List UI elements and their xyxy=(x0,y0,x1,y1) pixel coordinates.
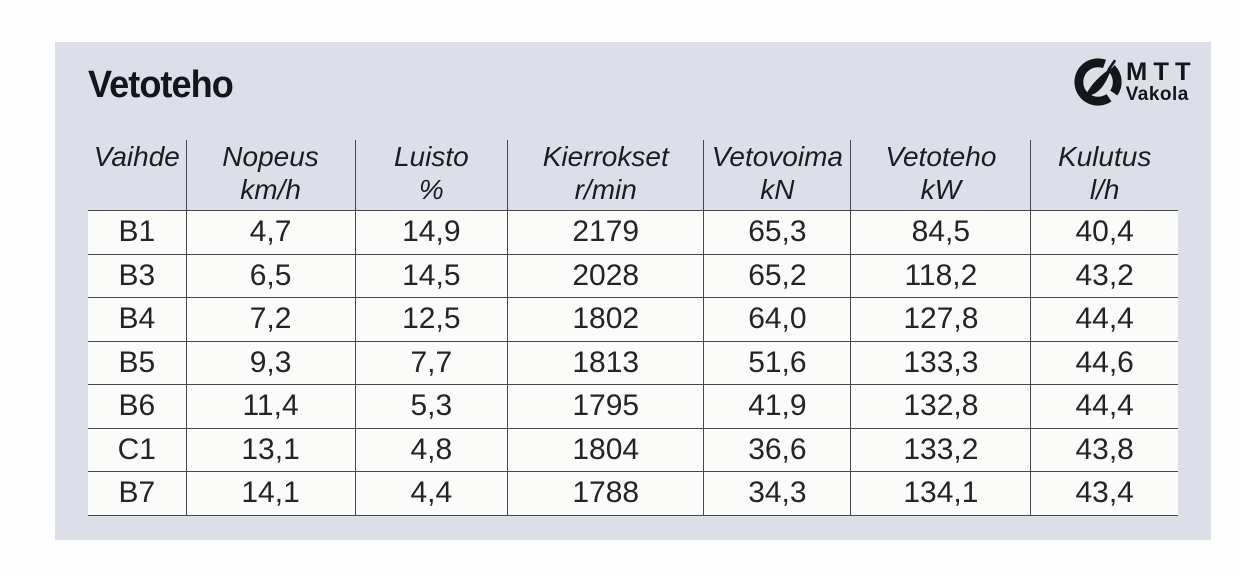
value-cell: 65,2 xyxy=(703,253,852,298)
gear-cell: B5 xyxy=(88,340,187,385)
value-cell: 1802 xyxy=(507,297,705,341)
header-unit: % xyxy=(418,174,444,205)
value-cell: 4,4 xyxy=(355,471,509,516)
column-header-vetoteho: Vetoteho kW xyxy=(850,140,1032,211)
value-cell: 40,4 xyxy=(1030,210,1178,254)
mtt-vakola-logo: MTT Vakola xyxy=(1071,54,1195,110)
header-unit: kN xyxy=(760,174,795,205)
value-cell: 43,4 xyxy=(1030,471,1178,516)
value-cell: 7,2 xyxy=(186,297,356,341)
value-cell: 64,0 xyxy=(703,297,852,341)
value-cell: 5,3 xyxy=(355,384,509,428)
value-cell: 14,5 xyxy=(355,253,509,298)
header-label: Kulutus xyxy=(1057,141,1152,172)
page-title: Vetoteho xyxy=(88,64,234,106)
value-cell: 2179 xyxy=(507,210,705,254)
column-header-nopeus: Nopeus km/h xyxy=(186,140,356,211)
results-table-wrap: Vaihde Nopeus km/h Luisto % Kierrokset r… xyxy=(88,140,1178,516)
gear-cell: B6 xyxy=(88,384,187,428)
header-label: Luisto xyxy=(393,141,469,172)
value-cell: 43,8 xyxy=(1030,427,1178,472)
value-cell: 1804 xyxy=(507,427,705,472)
value-cell: 34,3 xyxy=(703,471,852,516)
value-cell: 1788 xyxy=(507,471,705,516)
value-cell: 43,2 xyxy=(1030,253,1178,298)
logo-unit-text: Vakola xyxy=(1125,84,1189,105)
value-cell: 12,5 xyxy=(355,297,509,341)
value-cell: 1795 xyxy=(507,384,705,428)
logo-text: MTT Vakola xyxy=(1125,58,1197,105)
value-cell: 4,7 xyxy=(186,210,356,254)
value-cell: 7,7 xyxy=(355,340,509,385)
value-cell: 65,3 xyxy=(703,210,852,254)
value-cell: 118,2 xyxy=(850,253,1032,298)
header-label: Kierrokset xyxy=(542,141,669,172)
value-cell: 13,1 xyxy=(186,427,356,472)
value-cell: 44,6 xyxy=(1030,340,1178,385)
column-header-luisto: Luisto % xyxy=(355,140,509,211)
table-row: C1 13,1 4,8 1804 36,6 133,2 43,8 xyxy=(88,427,1178,472)
gear-cell: B3 xyxy=(88,253,187,298)
header-unit: r/min xyxy=(574,174,637,205)
header-unit: l/h xyxy=(1089,174,1120,205)
value-cell: 4,8 xyxy=(355,427,509,472)
gear-cell: B4 xyxy=(88,297,187,341)
value-cell: 127,8 xyxy=(850,297,1032,341)
report-card: Vetoteho MTT Vakola xyxy=(55,42,1211,540)
value-cell: 41,9 xyxy=(703,384,852,428)
value-cell: 11,4 xyxy=(186,384,356,428)
value-cell: 44,4 xyxy=(1030,384,1178,428)
table-body: B1 4,7 14,9 2179 65,3 84,5 40,4 B3 6,5 14,5 2028 65… xyxy=(88,210,1178,516)
column-header-vetovoima: Vetovoima kN xyxy=(703,140,852,211)
table-row: B7 14,1 4,4 1788 34,3 134,1 43,4 xyxy=(88,471,1178,516)
value-cell: 133,2 xyxy=(850,427,1032,472)
value-cell: 6,5 xyxy=(186,253,356,298)
gear-cell: B1 xyxy=(88,210,187,254)
table-row: B3 6,5 14,5 2028 65,2 118,2 43,2 xyxy=(88,253,1178,298)
header-unit: km/h xyxy=(240,174,301,205)
column-header-kulutus: Kulutus l/h xyxy=(1031,140,1178,211)
value-cell: 133,3 xyxy=(850,340,1032,385)
mtt-circle-leaf-icon xyxy=(1071,54,1125,110)
header-label: Vetoteho xyxy=(885,141,997,172)
table-row: B4 7,2 12,5 1802 64,0 127,8 44,4 xyxy=(88,297,1178,341)
header-row: Vaihde Nopeus km/h Luisto % Kierrokset r… xyxy=(88,140,1178,211)
value-cell: 134,1 xyxy=(850,471,1032,516)
value-cell: 1813 xyxy=(507,340,705,385)
table-row: B6 11,4 5,3 1795 41,9 132,8 44,4 xyxy=(88,384,1178,428)
logo-org-text: MTT xyxy=(1125,58,1197,86)
value-cell: 14,9 xyxy=(355,210,509,254)
value-cell: 2028 xyxy=(507,253,705,298)
column-header-kierrokset: Kierrokset r/min xyxy=(507,140,705,211)
header-label: Vetovoima xyxy=(711,141,843,172)
value-cell: 9,3 xyxy=(186,340,356,385)
value-cell: 14,1 xyxy=(186,471,356,516)
value-cell: 36,6 xyxy=(703,427,852,472)
value-cell: 51,6 xyxy=(703,340,852,385)
table-row: B5 9,3 7,7 1813 51,6 133,3 44,6 xyxy=(88,340,1178,385)
table-row: B1 4,7 14,9 2179 65,3 84,5 40,4 xyxy=(88,210,1178,254)
table-header: Vaihde Nopeus km/h Luisto % Kierrokset r… xyxy=(88,140,1178,211)
header-label: Nopeus xyxy=(222,141,319,172)
header-label: Vaihde xyxy=(93,141,180,172)
header-unit: kW xyxy=(920,174,962,205)
column-header-vaihde: Vaihde xyxy=(88,140,187,211)
gear-cell: B7 xyxy=(88,471,187,516)
results-table: Vaihde Nopeus km/h Luisto % Kierrokset r… xyxy=(88,140,1178,516)
value-cell: 44,4 xyxy=(1030,297,1178,341)
value-cell: 132,8 xyxy=(850,384,1032,428)
gear-cell: C1 xyxy=(88,427,187,472)
value-cell: 84,5 xyxy=(850,210,1032,254)
